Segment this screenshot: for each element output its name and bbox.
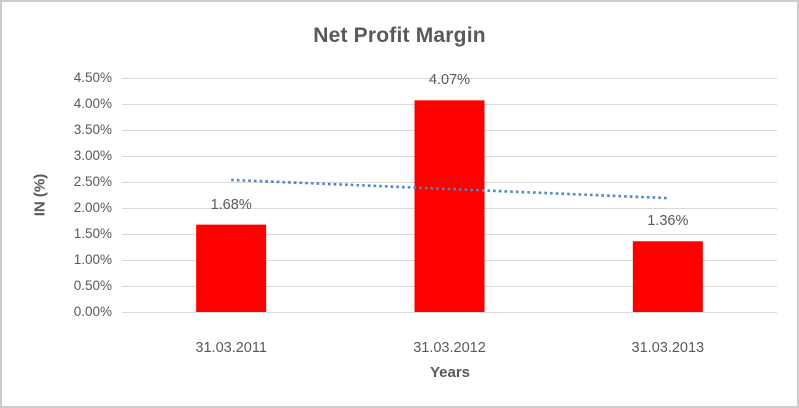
y-tick-label: 3.50% bbox=[73, 122, 112, 137]
bar-data-label: 4.07% bbox=[428, 72, 471, 89]
chart-title: Net Profit Margin bbox=[313, 24, 486, 47]
bar-31.03.2013 bbox=[632, 241, 703, 312]
y-tick-label: 0.50% bbox=[73, 278, 112, 293]
x-axis-title: Years bbox=[429, 364, 471, 381]
y-tick-label: 4.00% bbox=[73, 96, 112, 111]
y-tick-label: 3.00% bbox=[73, 148, 112, 163]
x-category-label: 31.03.2011 bbox=[195, 340, 267, 356]
bar-31.03.2011 bbox=[196, 224, 267, 312]
y-tick-label: 1.00% bbox=[73, 252, 112, 267]
trendline bbox=[231, 178, 668, 200]
bar-data-label: 1.68% bbox=[210, 196, 252, 213]
y-tick-label: 2.00% bbox=[73, 200, 112, 215]
bar-data-label: 1.36% bbox=[647, 213, 689, 230]
x-category-label: 31.03.2013 bbox=[631, 340, 705, 356]
y-tick-label: 4.50% bbox=[73, 70, 112, 85]
y-tick-label: 1.50% bbox=[73, 226, 112, 241]
y-tick-label: 0.00% bbox=[73, 304, 112, 319]
y-tick-label: 2.50% bbox=[73, 174, 112, 189]
bar-31.03.2012 bbox=[414, 100, 485, 312]
x-category-label: 31.03.2012 bbox=[413, 340, 486, 356]
